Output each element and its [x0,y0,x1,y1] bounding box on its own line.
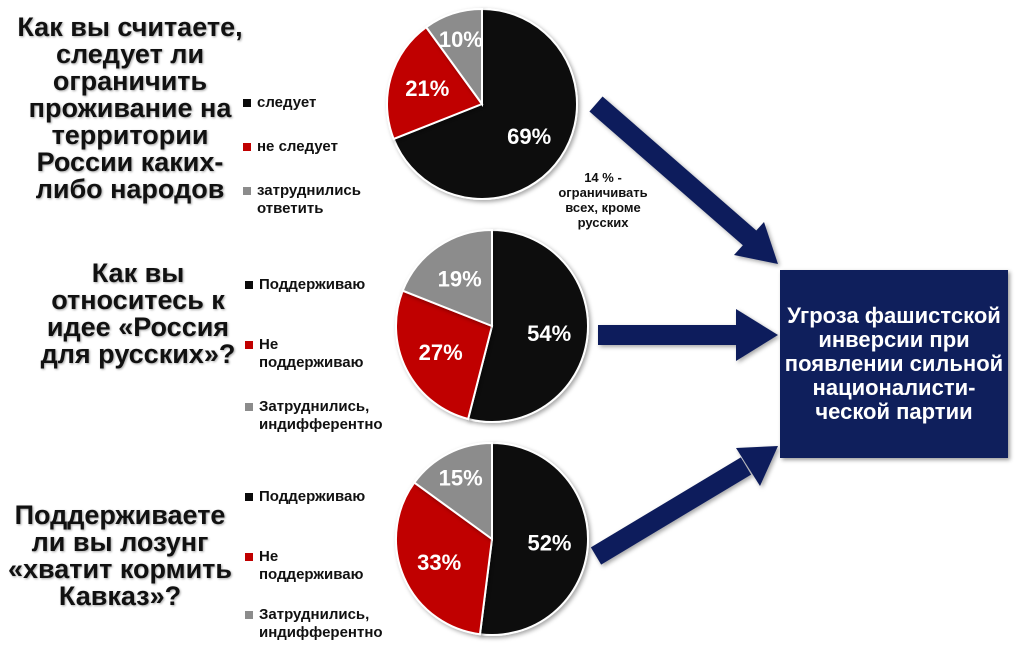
pie-slice-3-2 [412,441,493,541]
legend-label: Затруднились, индифферентно [259,606,383,641]
legend-item-2-0: Поддерживаю [245,276,419,294]
conclusion-text: Угроза фашистской инверсии при появлении… [784,303,1004,424]
pie-label-3-1: 33% [417,550,461,575]
question-2: Как вы относитесь к идее «Россия для рус… [40,258,236,369]
legend-swatch [245,493,253,501]
pie-label-1-0: 69% [507,124,551,149]
pie-label-1-2: 10% [439,27,483,52]
legend-swatch [243,99,251,107]
pie-slice-3-1 [395,481,494,636]
annotation-note: 14 % - ограничивать всех, кроме русских [558,170,648,230]
legend-swatch [243,143,251,151]
pie-chart-3: 52% 33% 15% [395,441,589,636]
pie-slice-2-0 [466,228,589,423]
question-1: Как вы считаете, следует ли ограничить п… [17,12,243,204]
arrow-bottom [590,446,778,565]
pie-label-2-0: 54% [527,321,571,346]
legend-label: Затруднились, индифферентно [259,398,383,433]
conclusion-box: Угроза фашистской инверсии при появлении… [780,270,1008,458]
legend-swatch [245,553,253,561]
legend-item-1-0: следует [243,94,417,112]
legend-swatch [245,611,253,619]
legend-label: Поддерживаю [259,276,366,293]
pie-chart-1: 69% 21% 10% [386,7,578,200]
pie-label-2-1: 27% [419,340,463,365]
pie-label-1-1: 21% [405,76,449,101]
legend-item-1-2: затруднились ответить [243,182,377,218]
legend-label: Не поддерживаю [259,336,364,371]
legend-item-2-2: Затруднились, индифферентно [245,398,409,434]
legend-swatch [245,403,253,411]
pie-label-3-2: 15% [439,465,483,490]
pie-label-2-2: 19% [438,266,482,291]
legend-swatch [245,341,253,349]
legend-label: затруднились ответить [257,182,361,217]
pie-slice-1-2 [424,7,483,108]
pie-slice-3-0 [478,441,589,636]
arrow-top [589,96,778,264]
legend-item-3-2: Затруднились, индифферентно [245,606,409,642]
question-3: Поддерживаете ли вы лозунг «хватит корми… [7,500,232,611]
pie-label-3-0: 52% [527,531,571,556]
pie-chart-2: 54% 27% 19% [395,228,589,423]
pie-slice-1-0 [392,7,578,200]
legend-label: не следует [257,138,338,155]
legend-label: следует [257,94,317,111]
legend-item-3-1: Не поддерживаю [245,548,379,584]
pie-slice-1-1 [386,25,484,141]
legend-item-1-1: не следует [243,138,417,156]
legend-label: Поддерживаю [259,488,366,505]
legend-label: Не поддерживаю [259,548,364,583]
legend-item-3-0: Поддерживаю [245,488,419,506]
legend-swatch [245,281,253,289]
legend-item-2-1: Не поддерживаю [245,336,379,372]
arrow-middle [598,309,778,361]
pie-slice-2-2 [401,228,493,328]
pie-slice-2-1 [395,289,494,421]
legend-swatch [243,187,251,195]
